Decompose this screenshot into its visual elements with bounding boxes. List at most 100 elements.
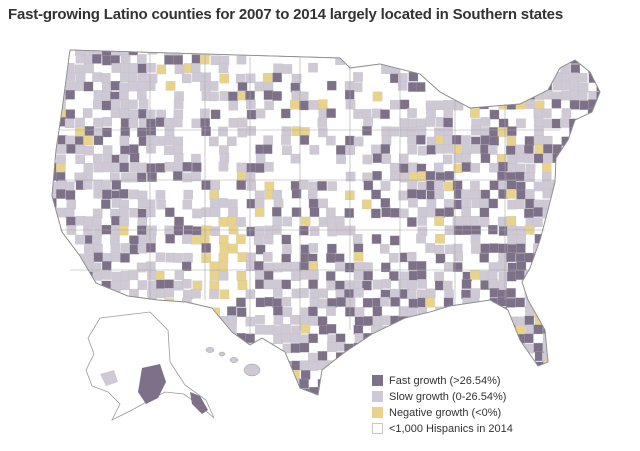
county-slow: [578, 225, 589, 236]
county-slow: [255, 153, 266, 164]
county-slow: [588, 207, 599, 218]
county-slow: [379, 244, 390, 254]
county-slow: [380, 350, 391, 361]
county-negative: [237, 252, 248, 262]
county-slow: [136, 262, 147, 273]
county-fast: [579, 261, 589, 272]
county-fast: [479, 207, 490, 218]
county-slow: [561, 208, 572, 219]
county-slow: [119, 206, 129, 217]
county-fast: [479, 315, 490, 326]
county-slow: [201, 72, 211, 83]
county-slow: [64, 208, 75, 218]
county-slow: [577, 136, 588, 147]
county-slow: [255, 108, 266, 119]
county-slow: [345, 387, 356, 395]
county-fast: [479, 90, 490, 100]
county-negative: [191, 234, 201, 245]
county-fast: [381, 207, 391, 218]
county-fast: [137, 127, 147, 138]
county-fast: [290, 343, 301, 353]
county-slow: [64, 181, 75, 192]
county-fast: [552, 316, 563, 326]
county-negative: [254, 207, 265, 217]
county-negative: [588, 324, 599, 335]
county-fast: [462, 342, 472, 352]
county-slow: [137, 280, 148, 290]
county-fast: [281, 234, 292, 245]
county-fast: [65, 89, 75, 100]
county-slow: [579, 388, 589, 395]
county-fast: [353, 243, 364, 254]
county-slow: [461, 189, 471, 200]
county-slow: [263, 135, 273, 145]
county-fast: [173, 55, 183, 65]
county-fast: [579, 279, 589, 290]
county-fast: [533, 342, 544, 353]
county-slow: [146, 109, 156, 120]
county-fast: [137, 208, 148, 219]
county-slow: [227, 136, 237, 147]
county-slow: [345, 171, 356, 182]
county-slow: [273, 315, 284, 325]
county-negative: [425, 297, 435, 308]
county-fast: [363, 316, 374, 326]
county-fast: [443, 315, 454, 326]
county-fast: [327, 243, 337, 254]
county-slow: [596, 136, 600, 147]
county-fast: [93, 252, 104, 262]
county-fast: [129, 144, 139, 154]
county-slow: [92, 271, 103, 281]
county-fast: [596, 323, 600, 334]
county-fast: [254, 261, 264, 271]
county-slow: [56, 298, 67, 309]
county-fast: [498, 226, 509, 236]
county-slow: [281, 387, 291, 395]
hawaii-island-3: [229, 357, 239, 363]
county-negative: [218, 234, 229, 245]
county-slow: [470, 180, 480, 191]
county-fast: [273, 351, 283, 362]
county-slow: [84, 63, 94, 74]
county-slow: [237, 127, 248, 138]
county-negative: [470, 108, 480, 118]
county-slow: [272, 189, 282, 200]
county-fast: [380, 109, 390, 119]
county-fast: [291, 188, 302, 199]
county-fast: [210, 109, 221, 120]
legend-label: Fast growth (>26.54%): [389, 374, 501, 387]
county-slow: [82, 179, 93, 190]
county-slow: [552, 72, 563, 82]
county-slow: [570, 324, 580, 334]
county-slow: [155, 136, 166, 146]
county-negative: [506, 216, 517, 226]
county-fast: [381, 262, 391, 273]
county-slow: [264, 100, 274, 111]
county-slow: [273, 279, 283, 290]
county-slow: [453, 314, 463, 325]
county-fast: [101, 199, 111, 209]
county-fast: [398, 163, 409, 173]
county-slow: [317, 117, 328, 128]
county-fast: [371, 208, 381, 219]
county-fast: [461, 289, 471, 300]
county-slow: [92, 289, 103, 300]
county-slow: [425, 243, 435, 253]
county-fast: [390, 315, 400, 326]
county-slow: [208, 81, 219, 91]
county-slow: [461, 135, 471, 145]
county-fast: [470, 361, 481, 372]
county-slow: [363, 117, 373, 127]
county-slow: [228, 207, 238, 217]
county-slow: [164, 145, 174, 156]
county-slow: [273, 198, 284, 209]
county-negative: [264, 181, 275, 192]
county-slow: [560, 360, 571, 370]
county-slow: [371, 144, 381, 155]
county-slow: [434, 315, 445, 326]
county-slow: [578, 197, 589, 208]
county-fast: [380, 198, 391, 208]
county-negative: [118, 225, 129, 236]
county-fast: [317, 316, 328, 326]
